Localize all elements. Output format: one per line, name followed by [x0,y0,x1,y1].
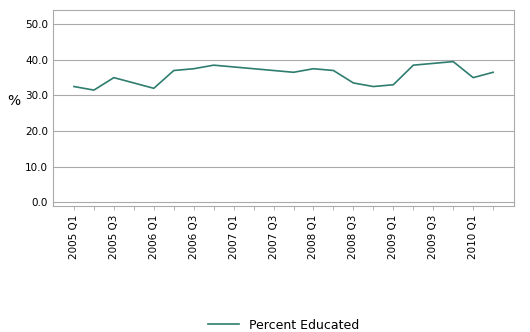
Percent Educated [330,68,337,72]
Line: Percent Educated: Percent Educated [74,62,493,90]
Percent Educated [251,67,257,71]
Percent Educated [131,81,137,85]
Percent Educated [71,85,77,89]
Percent Educated [310,67,316,71]
Percent Educated [470,76,476,80]
Percent Educated [270,68,277,72]
Percent Educated [430,61,436,65]
Percent Educated [231,65,237,69]
Percent Educated [151,86,157,90]
Percent Educated [191,67,197,71]
Percent Educated [350,81,357,85]
Percent Educated [370,85,376,89]
Legend: Percent Educated: Percent Educated [203,314,364,332]
Percent Educated [210,63,217,67]
Percent Educated [450,60,456,64]
Percent Educated [91,88,97,92]
Percent Educated [290,70,297,74]
Percent Educated [490,70,496,74]
Percent Educated [390,83,396,87]
Percent Educated [410,63,417,67]
Percent Educated [171,68,177,72]
Y-axis label: %: % [7,94,21,108]
Percent Educated [111,76,117,80]
